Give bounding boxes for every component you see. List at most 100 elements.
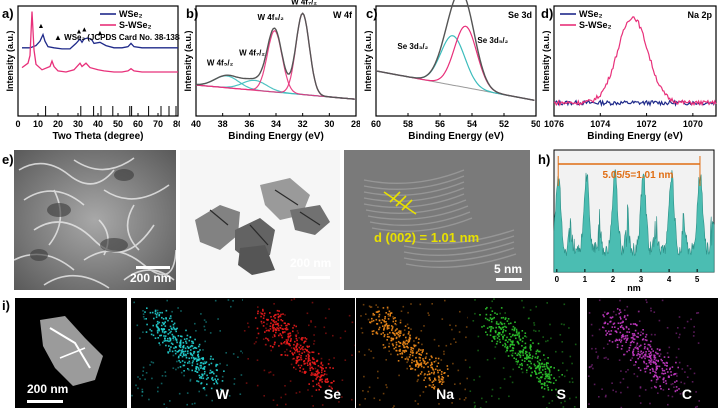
x-tick-label: 40 <box>191 119 201 129</box>
scalebar-g-label: 5 nm <box>494 262 523 276</box>
plot-frame <box>553 5 717 117</box>
hrtem-image: d (002) = 1.01 nm 5 nm <box>344 150 530 290</box>
legend-label: S-WSe₂ <box>119 20 152 30</box>
chart-h: 0 1 2 3 4 5 nm 5.05/5=1.01 nm <box>553 149 715 293</box>
element-label: W <box>215 386 229 402</box>
peak-label: W 4f₅/₂ <box>257 13 284 22</box>
eds-map-texture <box>358 299 468 408</box>
element-label: Na <box>436 386 454 402</box>
x-tick-label: 40 <box>93 119 103 129</box>
eds-map-texture <box>588 299 700 408</box>
x-axis-label: nm <box>627 283 641 293</box>
chart-title: Se 3d <box>508 10 532 20</box>
chart-title: W 4f <box>333 10 353 20</box>
scalebar-f <box>298 276 330 279</box>
x-tick-label: 2 <box>611 275 616 284</box>
peak-marker: ▲ <box>76 29 83 36</box>
panel-c-label: c) <box>366 6 378 21</box>
x-tick-label: 0 <box>555 275 560 284</box>
chart-title: Na 2p <box>687 10 712 20</box>
scalebar-i-label: 200 nm <box>27 382 69 396</box>
legend-label: WSe₂ <box>579 9 603 19</box>
x-tick-label: 30 <box>73 119 83 129</box>
series-line-sws2 <box>553 16 717 107</box>
x-tick-label: 1072 <box>637 119 657 129</box>
chart-c: 60 58 56 54 52 50 Binding Energy (eV) Intensity… <box>363 0 540 142</box>
element-label: C <box>681 386 692 402</box>
peak-marker: ▲ <box>38 23 45 30</box>
x-axis-label: Two Theta (degree) <box>53 131 144 142</box>
x-tick-label: 56 <box>435 119 445 129</box>
panel-b-label: b) <box>186 6 199 21</box>
peak-label: W 4f₇/₂ <box>239 49 265 58</box>
legend-label: WSe₂ <box>119 9 143 19</box>
x-tick-label: 54 <box>467 119 477 129</box>
y-axis-label: Intensity (a.u.) <box>363 30 373 91</box>
peak-label: Se 3d₅/₂ <box>477 36 508 45</box>
x-axis-label: Binding Energy (eV) <box>408 131 504 142</box>
eds-map-se: Se <box>243 298 355 408</box>
panel-a-label: a) <box>2 6 14 21</box>
eds-map-s: S <box>468 298 580 408</box>
x-tick-label: 50 <box>113 119 123 129</box>
plot-frame <box>375 5 537 117</box>
reference-annotation: ▲ WSe₂ (JCPDS Card No. 38-1388) <box>54 33 180 42</box>
eds-map-na: Na <box>356 298 468 408</box>
eds-map-c: C <box>587 298 718 408</box>
scalebar-e-label: 200 nm <box>130 271 172 285</box>
x-tick-label: 0 <box>15 119 20 129</box>
tem-flakes <box>180 150 340 290</box>
peak-marker: ▲ <box>97 30 104 37</box>
x-tick-label: 5 <box>695 275 700 284</box>
x-tick-label: 58 <box>403 119 413 129</box>
x-tick-label: 1 <box>583 275 588 284</box>
x-tick-label: 3 <box>639 275 644 284</box>
series-line-ws2 <box>22 32 178 50</box>
element-label: Se <box>323 386 341 402</box>
x-tick-label: 60 <box>133 119 143 129</box>
x-tick-label: 30 <box>324 119 334 129</box>
lattice-spacing-label: d (002) = 1.01 nm <box>374 230 480 245</box>
fit-component-4 <box>195 12 355 100</box>
x-tick-label: 38 <box>218 119 228 129</box>
scalebar-i <box>27 400 63 403</box>
scalebar-g <box>496 278 522 281</box>
x-tick-label: 1070 <box>683 119 703 129</box>
x-tick-label: 50 <box>531 119 540 129</box>
y-axis-label: Intensity (a.u.) <box>5 30 15 91</box>
element-label: S <box>556 386 566 402</box>
x-tick-label: 60 <box>371 119 381 129</box>
span-annotation: 5.05/5=1.01 nm <box>603 170 674 181</box>
x-tick-label: 28 <box>351 119 360 129</box>
y-axis-label: Intensity (a.u.) <box>183 30 193 91</box>
x-tick-label: 4 <box>667 275 672 284</box>
panel-i-label: i) <box>2 298 10 313</box>
x-tick-label: 10 <box>33 119 43 129</box>
sem-texture <box>14 150 176 290</box>
eds-map-texture <box>243 298 355 407</box>
x-tick-label: 34 <box>271 119 281 129</box>
eds-map-texture <box>469 298 577 408</box>
chart-a: 0 10 20 30 40 50 60 70 80 Two Theta (degree) Inten… <box>5 5 180 142</box>
envelope-line <box>195 12 355 100</box>
x-tick-label: 36 <box>244 119 254 129</box>
series-line-sws2 <box>21 11 178 73</box>
sem-image: 200 nm <box>14 150 176 290</box>
x-tick-label: 70 <box>153 119 163 129</box>
envelope-line <box>375 0 535 101</box>
x-axis-label: Binding Energy (eV) <box>228 131 324 142</box>
legend-label: S-WSe₂ <box>579 20 612 30</box>
peak-label: W 4f₅/₂ <box>207 59 234 68</box>
scalebar-f-label: 200 nm <box>290 256 332 270</box>
y-axis-label: Intensity (a.u.) <box>541 30 551 91</box>
peak-marker: ▲ <box>81 27 88 34</box>
panel-d-label: d) <box>541 6 554 21</box>
chart-b: 40 38 36 34 32 30 28 Binding Energy (eV) Intensi… <box>183 0 360 142</box>
profile-area <box>553 169 715 273</box>
eds-map-w: W <box>131 298 243 408</box>
tem-image: 200 nm <box>180 150 340 290</box>
x-tick-label: 20 <box>53 119 63 129</box>
x-axis-label: Binding Energy (eV) <box>587 131 683 142</box>
